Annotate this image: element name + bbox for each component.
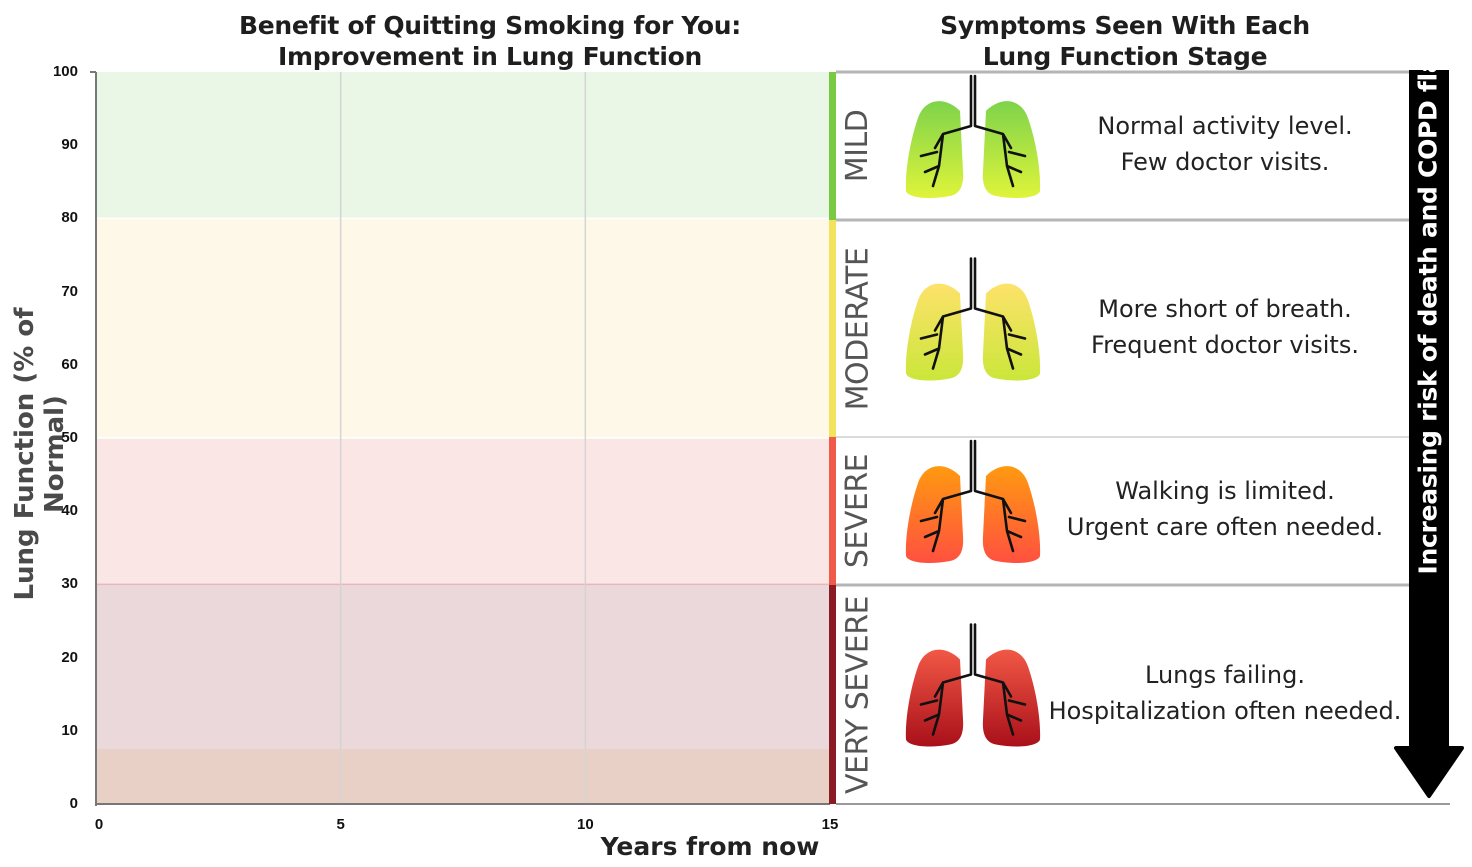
stage-bar-mild <box>829 72 836 220</box>
bronchi-icon <box>973 74 1027 188</box>
bronchi-icon <box>919 74 973 188</box>
stage-description-mild: Normal activity level. Few doctor visits. <box>1040 108 1410 180</box>
band-bottom <box>96 749 830 804</box>
symptoms-title-line2: Lung Function Stage <box>982 42 1268 71</box>
y-tick-label: 100 <box>52 63 78 80</box>
y-tick-label: 60 <box>61 355 78 373</box>
band-mild <box>96 72 830 219</box>
stage-description-line2: Urgent care often needed. <box>1066 513 1384 541</box>
risk-arrow-head <box>1394 746 1464 798</box>
y-tick-label: 20 <box>61 648 78 666</box>
bronchi-icon <box>973 439 1027 553</box>
lungs-icon <box>905 466 964 564</box>
stage-description-line2: Frequent doctor visits. <box>1091 330 1359 359</box>
y-tick-label: 0 <box>69 795 78 812</box>
stage-description-line1: Walking is limited. <box>1115 477 1335 505</box>
x-tick-label: 15 <box>821 816 839 833</box>
bronchi-icon <box>973 623 1027 736</box>
y-tick-label: 40 <box>61 502 78 520</box>
chart-title: Benefit of Quitting Smoking for You: Imp… <box>200 10 780 72</box>
y-tick-label: 30 <box>61 575 78 593</box>
stage-description-very-severe: Lungs failing. Hospitalization often need… <box>1040 657 1410 729</box>
lungs-icon <box>905 101 964 199</box>
bronchi-icon <box>919 439 973 553</box>
lungs-icon <box>905 283 964 381</box>
y-tick-label: 50 <box>61 429 78 446</box>
risk-arrow-shaft <box>1409 70 1449 748</box>
symptoms-title-line1: Symptoms Seen With Each <box>940 11 1310 40</box>
chart-title-line1: Benefit of Quitting Smoking for You: <box>239 11 741 40</box>
lungs-icon <box>982 101 1041 199</box>
stage-bar-moderate <box>829 220 836 437</box>
x-axis-label: Years from now <box>600 832 820 861</box>
stage-description-moderate: More short of breath. Frequent doctor vis… <box>1040 291 1410 363</box>
stage-bar-severe <box>829 437 836 585</box>
stage-description-line1: Lungs failing. <box>1145 660 1305 689</box>
chart-title-line2: Improvement in Lung Function <box>278 42 702 71</box>
bronchi-icon <box>919 257 973 370</box>
stage-label-severe: SEVERE <box>840 453 875 569</box>
bronchi-icon <box>919 623 973 736</box>
band-moderate <box>96 218 830 438</box>
y-tick-label: 70 <box>61 282 78 300</box>
lungs-icon <box>982 283 1041 381</box>
risk-arrow-label: Increasing risk of death and COPD flare-… <box>1413 0 1443 575</box>
x-tick-label: 10 <box>576 816 594 833</box>
y-tick-label: 90 <box>61 136 78 154</box>
x-tick-label: 0 <box>94 816 104 833</box>
y-tick-label: 10 <box>61 721 78 739</box>
stage-label-very-severe: VERY SEVERE <box>840 595 875 794</box>
x-tick-label: 5 <box>336 816 345 833</box>
stage-description-severe: Walking is limited. Urgent care often nee… <box>1040 473 1410 545</box>
lungs-icon <box>982 466 1041 564</box>
symptoms-title: Symptoms Seen With Each Lung Function St… <box>900 10 1350 72</box>
stage-label-mild: MILD <box>840 109 875 183</box>
y-tick-label: 80 <box>61 209 78 227</box>
lungs-icon <box>982 649 1041 747</box>
lungs-icon <box>905 649 964 747</box>
stage-description-line2: Few doctor visits. <box>1120 148 1330 176</box>
bronchi-icon <box>973 257 1027 370</box>
stage-label-moderate: MODERATE <box>840 247 875 410</box>
stage-bar-very-severe <box>829 585 836 804</box>
stage-description-line2: Hospitalization often needed. <box>1048 696 1402 725</box>
band-severe <box>96 438 830 585</box>
stage-description-line1: Normal activity level. <box>1097 112 1353 140</box>
stage-description-line1: More short of breath. <box>1098 294 1352 323</box>
